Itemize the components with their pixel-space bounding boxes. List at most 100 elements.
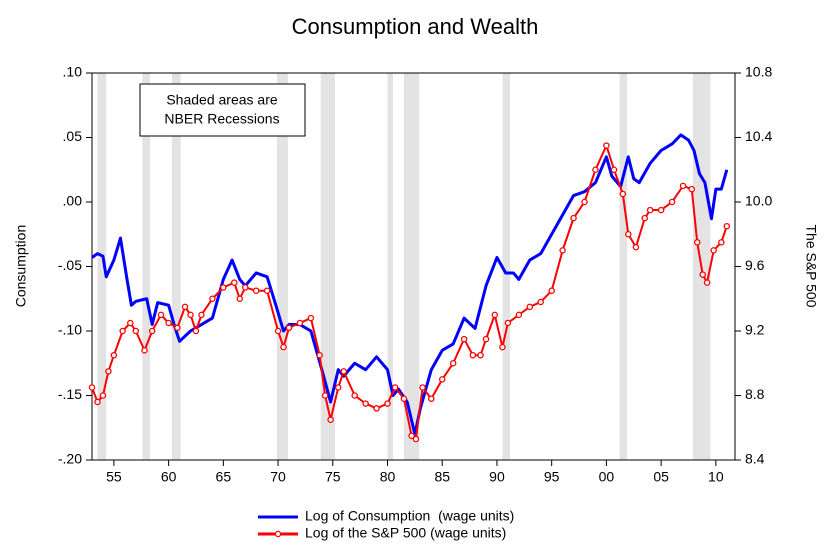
recession-band xyxy=(387,73,393,460)
x-tick-label: 85 xyxy=(434,469,450,485)
x-tick-label: 55 xyxy=(106,469,122,485)
series-marker xyxy=(688,185,696,193)
series-marker xyxy=(373,405,380,412)
series-marker xyxy=(280,343,287,351)
series-marker xyxy=(718,239,725,246)
x-tick-label: 10 xyxy=(708,469,724,485)
series-marker xyxy=(537,298,544,306)
series-marker xyxy=(132,327,140,335)
y2-tick-label: 9.6 xyxy=(745,257,765,273)
series-marker xyxy=(220,284,227,291)
series-marker xyxy=(477,351,484,359)
series-marker xyxy=(88,384,96,391)
x-tick-label: 80 xyxy=(380,469,396,485)
y-tick-label: .05 xyxy=(63,128,83,144)
series-marker xyxy=(699,271,706,278)
series-marker xyxy=(148,327,156,335)
series-marker xyxy=(362,400,369,407)
x-tick-label: 90 xyxy=(489,469,505,485)
series-marker xyxy=(157,311,165,319)
series-marker xyxy=(603,142,610,149)
x-tick-label: 05 xyxy=(653,469,669,485)
series-marker xyxy=(703,279,711,286)
annotation-text: Shaded areas are xyxy=(166,92,278,108)
series-marker xyxy=(340,368,347,375)
y-tick-label: -.05 xyxy=(58,257,82,273)
series-marker xyxy=(105,368,112,375)
series-marker xyxy=(646,206,654,214)
series-marker xyxy=(335,384,342,391)
series-marker xyxy=(241,284,249,291)
x-tick-label: 70 xyxy=(270,469,286,485)
series-marker xyxy=(174,324,181,332)
series-marker xyxy=(570,214,577,222)
series-marker xyxy=(192,327,200,335)
series-marker xyxy=(581,198,588,206)
series-marker xyxy=(693,239,701,246)
y2-tick-label: 10.0 xyxy=(745,193,772,209)
series-marker xyxy=(504,319,512,327)
recession-band xyxy=(320,73,335,460)
series-marker xyxy=(384,400,391,407)
x-tick-label: 65 xyxy=(216,469,232,485)
x-tick-label: 00 xyxy=(599,469,615,485)
series-marker xyxy=(610,166,618,173)
series-marker xyxy=(321,392,329,399)
series-marker xyxy=(316,351,323,359)
series-marker xyxy=(408,432,415,440)
series-marker xyxy=(491,311,499,319)
legend-label: Log of Consumption (wage units) xyxy=(305,508,514,524)
series-marker xyxy=(460,335,468,343)
series-marker xyxy=(548,287,555,294)
series-marker xyxy=(198,311,205,319)
series-marker xyxy=(526,303,534,311)
y2-tick-label: 8.4 xyxy=(745,451,765,467)
y-tick-label: -.20 xyxy=(58,451,82,467)
annotation-text: NBER Recessions xyxy=(164,111,279,127)
series-marker xyxy=(94,398,101,406)
recession-band xyxy=(619,73,628,460)
series-marker xyxy=(469,351,477,359)
y-tick-label: -.15 xyxy=(58,386,82,402)
series-marker xyxy=(236,295,244,302)
y2-tick-label: 8.8 xyxy=(745,386,765,402)
series-marker xyxy=(632,243,640,251)
series-marker xyxy=(515,311,523,319)
series-marker xyxy=(428,395,435,402)
series-marker xyxy=(412,435,420,443)
series-marker xyxy=(209,295,216,302)
series-marker xyxy=(419,384,426,391)
recession-band xyxy=(142,73,151,460)
series-marker xyxy=(619,190,627,198)
y2-tick-label: 10.8 xyxy=(745,64,772,80)
y2-tick-label: 9.2 xyxy=(745,322,765,338)
x-tick-label: 95 xyxy=(544,469,560,485)
series-marker xyxy=(141,347,148,354)
y-axis-label: Consumption xyxy=(13,225,29,308)
chart-title: Consumption and Wealth xyxy=(292,14,539,39)
series-marker xyxy=(99,392,107,399)
series-marker xyxy=(119,327,126,335)
series-marker xyxy=(559,247,566,254)
annotation-box xyxy=(139,83,306,137)
series-marker xyxy=(252,287,260,294)
series-marker xyxy=(296,319,304,327)
series-marker xyxy=(625,230,632,238)
series-marker xyxy=(165,319,172,327)
series-marker xyxy=(400,395,408,402)
y-tick-label: .00 xyxy=(63,193,83,209)
recession-band xyxy=(171,73,181,460)
series-marker xyxy=(327,416,334,423)
legend-label: Log of the S&P 500 (wage units) xyxy=(305,525,506,541)
series-marker xyxy=(307,314,315,322)
y2-tick-label: 10.4 xyxy=(745,128,772,144)
recession-band xyxy=(97,73,107,460)
series-marker xyxy=(710,247,717,254)
y2-axis-label: The S&P 500 xyxy=(803,224,819,307)
series-marker xyxy=(679,182,687,190)
series-marker xyxy=(657,206,665,214)
series-marker xyxy=(187,311,194,319)
series-marker xyxy=(668,198,676,206)
series-marker xyxy=(110,351,118,359)
series-line xyxy=(91,133,729,436)
